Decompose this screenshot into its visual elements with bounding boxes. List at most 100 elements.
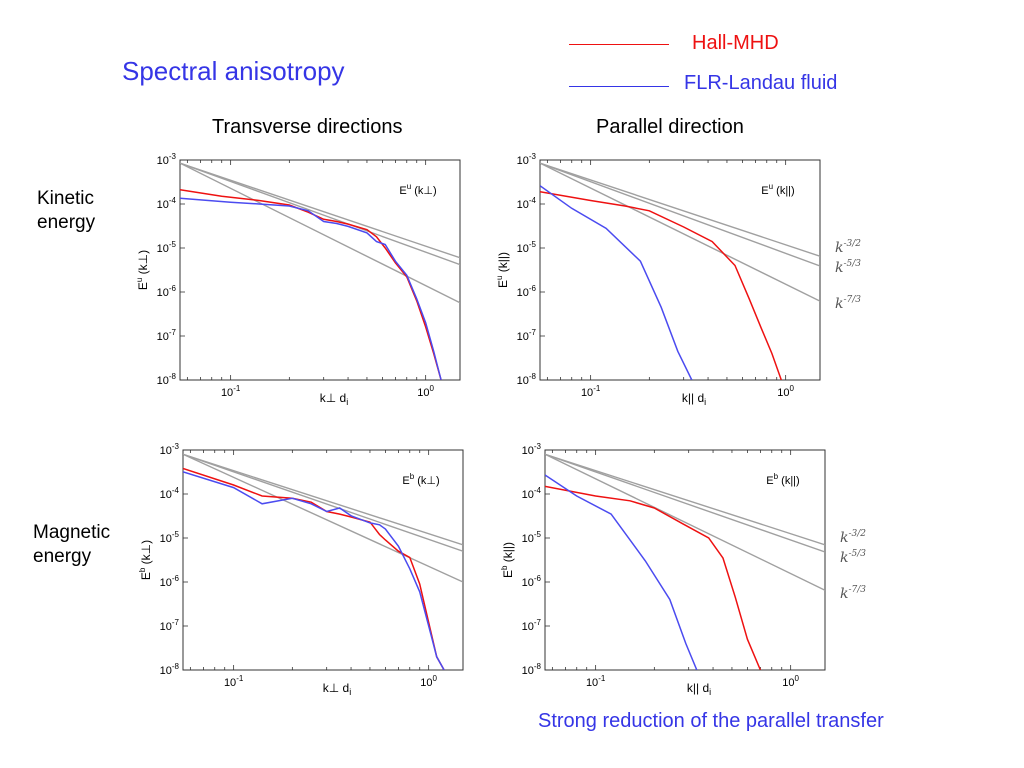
y-axis-label-group: Eb (k⊥) [138,540,153,580]
y-tick-label: 10-3 [522,442,542,457]
panel-inner-label: Eb (k||) [766,472,799,487]
series-line-flr-landau [545,474,698,670]
series-line-hall-mhd [540,190,783,380]
x-tick-label: 100 [420,674,437,689]
series-line-flr-landau [180,197,442,380]
y-tick-label: 10-7 [157,328,177,343]
x-axis-label: k⊥ di [320,391,348,407]
plot-area [183,453,463,670]
slope-label: k-7/3 [840,585,866,602]
x-tick-label: 100 [782,674,799,689]
y-tick-label: 10-6 [517,284,537,299]
y-tick-label: 10-8 [522,662,542,677]
reference-line-k53 [183,453,463,552]
legend-line-hall [569,44,669,45]
plot-frame [539,159,821,381]
panel-inner-label: Eu (k⊥) [399,182,436,197]
slide-title: Spectral anisotropy [122,56,345,86]
chart-panel-kinetic-par: 10-3 10-4 10-5 10-6 10-7 10-8 10-1 100 Eu (k||) E… [495,152,861,407]
plot-area [545,453,825,670]
y-tick-label: 10-5 [157,240,177,255]
y-tick-label: 10-3 [157,152,177,167]
slope-label: k-7/3 [835,295,861,312]
plot-area [180,162,460,380]
y-tick-label: 10-8 [517,372,537,387]
y-axis-label: Eu (k⊥) [135,250,150,290]
panel-inner-label: Eu (k||) [761,182,794,197]
legend-line-flr [569,86,669,87]
reference-line-k32 [545,453,825,546]
y-tick-label: 10-5 [522,530,542,545]
x-axis-label: k⊥ di [323,681,351,697]
reference-line-k73 [545,453,825,591]
y-tick-label: 10-6 [157,284,177,299]
reference-line-k53 [545,453,825,553]
y-tick-label: 10-5 [160,530,180,545]
x-tick-label: 100 [417,384,434,399]
legend-label-flr: FLR-Landau fluid [684,72,838,94]
y-tick-label: 10-8 [160,662,180,677]
row-heading-magnetic-line2: energy [33,546,92,567]
y-tick-label: 10-7 [160,618,180,633]
y-tick-label: 10-8 [157,372,177,387]
slope-label: k-3/2 [840,529,866,546]
row-heading-magnetic-line1: Magnetic [33,522,111,543]
reference-line-k73 [180,162,460,304]
series-line-flr-landau [540,185,693,380]
y-tick-label: 10-4 [517,196,537,211]
reference-line-k73 [540,162,820,302]
chart-panel-magnetic-perp: 10-3 10-4 10-5 10-6 10-7 10-8 10-1 100 Eb (k⊥) Eb… [138,442,464,697]
slope-label: k-5/3 [835,259,861,276]
y-axis-label: Eu (k||) [495,252,510,288]
y-tick-label: 10-4 [522,486,542,501]
column-heading-parallel: Parallel direction [596,116,744,138]
x-tick-label: 10-1 [586,674,606,689]
series-line-flr-landau [183,471,445,670]
y-axis-label-group: Eu (k⊥) [135,250,150,290]
chart-panel-magnetic-par: 10-3 10-4 10-5 10-6 10-7 10-8 10-1 100 Eb (k||) E… [500,442,866,697]
slope-label: k-3/2 [835,239,861,256]
plot-frame [182,449,464,671]
reference-line-k32 [180,162,460,259]
chart-panel-kinetic-perp: 10-3 10-4 10-5 10-6 10-7 10-8 10-1 100 Eu (k⊥) Eu… [135,152,461,407]
y-tick-label: 10-7 [517,328,537,343]
row-heading-kinetic-line1: Kinetic [37,188,95,209]
legend-label-hall: Hall-MHD [692,32,779,54]
reference-line-k53 [540,162,820,267]
plot-frame [544,449,826,671]
footer-note: Strong reduction of the parallel transfe… [538,710,884,732]
panel-inner-label: Eb (k⊥) [402,472,439,487]
plot-frame [179,159,461,381]
x-tick-label: 10-1 [221,384,241,399]
x-tick-label: 10-1 [581,384,601,399]
slope-label: k-5/3 [840,549,866,566]
reference-line-k73 [183,453,463,583]
reference-line-k53 [180,162,460,266]
series-line-hall-mhd [180,189,442,380]
y-tick-label: 10-6 [160,574,180,589]
x-axis-label: k|| di [687,681,711,697]
x-tick-label: 10-1 [224,674,244,689]
plot-area [540,162,820,380]
y-axis-label: Eb (k||) [500,542,515,578]
y-axis-label: Eb (k⊥) [138,540,153,580]
y-tick-label: 10-3 [160,442,180,457]
x-axis-label: k|| di [682,391,706,407]
row-heading-kinetic: Kinetic energy [37,187,95,235]
y-axis-label-group: Eb (k||) [500,542,515,578]
y-tick-label: 10-6 [522,574,542,589]
y-tick-label: 10-7 [522,618,542,633]
reference-line-k32 [540,162,820,257]
y-tick-label: 10-5 [517,240,537,255]
x-tick-label: 100 [777,384,794,399]
reference-line-k32 [183,453,463,546]
row-heading-magnetic: Magnetic energy [33,521,110,569]
series-line-hall-mhd [183,467,445,670]
column-heading-transverse: Transverse directions [212,116,403,138]
row-heading-kinetic-line2: energy [37,212,96,233]
series-line-hall-mhd [545,485,762,670]
y-tick-label: 10-4 [157,196,177,211]
y-tick-label: 10-3 [517,152,537,167]
y-tick-label: 10-4 [160,486,180,501]
